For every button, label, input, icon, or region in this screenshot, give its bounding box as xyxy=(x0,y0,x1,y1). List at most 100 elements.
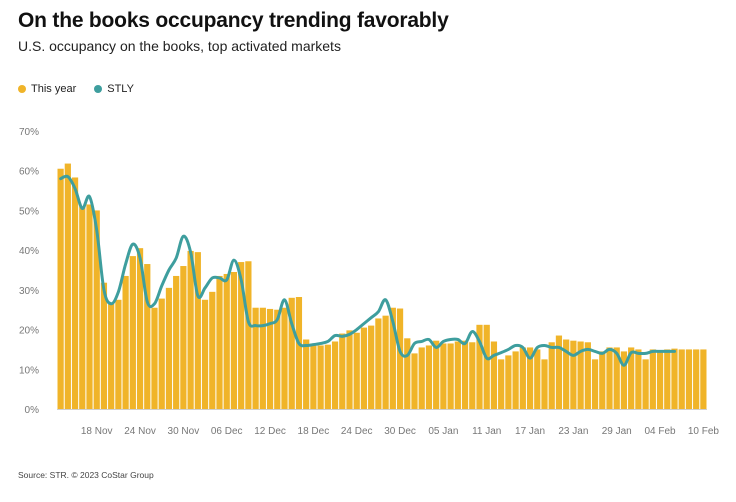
bar-this-year xyxy=(266,308,274,409)
bar-this-year xyxy=(425,345,433,409)
bar-this-year xyxy=(115,299,122,409)
bar-this-year xyxy=(79,206,86,409)
bar-this-year xyxy=(281,307,288,409)
bar-this-year xyxy=(490,341,498,409)
bar-this-year xyxy=(512,351,519,409)
bar-this-year xyxy=(664,349,671,409)
bar-this-year xyxy=(642,359,649,409)
bar-this-year xyxy=(693,349,700,409)
bar-this-year xyxy=(129,256,136,409)
bar-this-year xyxy=(375,318,382,409)
bar-this-year xyxy=(469,342,476,409)
bar-this-year xyxy=(389,307,396,409)
y-tick-label: 70% xyxy=(19,127,39,138)
bar-this-year xyxy=(180,266,187,409)
x-tick-label: 04 Feb xyxy=(644,426,676,437)
y-tick-label: 60% xyxy=(19,167,39,178)
chart-subtitle: U.S. occupancy on the books, top activat… xyxy=(18,38,341,54)
bar-this-year xyxy=(700,349,707,409)
bar-this-year xyxy=(505,355,512,409)
bar-this-year xyxy=(93,210,100,409)
bar-this-year xyxy=(223,273,230,409)
bar-this-year xyxy=(591,359,599,409)
legend-swatch-this-year xyxy=(18,85,26,93)
chart-title: On the books occupancy trending favorabl… xyxy=(18,9,449,32)
bar-this-year xyxy=(201,299,209,409)
bar-this-year xyxy=(671,348,678,409)
bar-this-year xyxy=(404,338,411,409)
bar-this-year xyxy=(317,345,324,409)
bar-this-year xyxy=(433,340,440,409)
bar-this-year xyxy=(151,307,158,409)
bar-this-year xyxy=(259,307,266,409)
bar-this-year xyxy=(541,359,548,409)
x-tick-label: 30 Nov xyxy=(168,426,200,437)
bar-this-year xyxy=(144,264,151,409)
bar-this-year xyxy=(447,343,454,409)
bar-this-year xyxy=(396,308,404,409)
y-tick-label: 10% xyxy=(19,365,39,376)
bar-this-year xyxy=(526,347,534,409)
bar-this-year xyxy=(563,339,570,409)
bar-this-year xyxy=(295,297,303,409)
series-line-stly xyxy=(59,174,676,367)
bar-this-year xyxy=(324,344,331,409)
bar-this-year xyxy=(584,342,591,409)
bar-this-year xyxy=(310,343,317,409)
bar-this-year xyxy=(440,343,447,409)
x-tick-label: 10 Feb xyxy=(688,426,720,437)
bar-this-year xyxy=(483,324,490,409)
x-tick-label: 30 Dec xyxy=(384,426,416,437)
bar-this-year xyxy=(461,340,469,409)
legend-label-this-year: This year xyxy=(31,83,77,95)
bar-this-year xyxy=(685,349,693,409)
bar-this-year xyxy=(454,341,461,409)
legend-label-stly: STLY xyxy=(107,83,134,95)
bar-this-year xyxy=(136,248,144,409)
x-tick-label: 12 Dec xyxy=(254,426,286,437)
bar-this-year xyxy=(570,340,577,409)
bar-this-year xyxy=(353,332,360,409)
source-note: Source: STR. © 2023 CoStar Group xyxy=(18,470,154,480)
x-tick-label: 24 Dec xyxy=(341,426,373,437)
bar-this-year xyxy=(86,204,93,409)
bar-this-year xyxy=(368,325,375,409)
bar-this-year xyxy=(158,298,165,409)
bar-this-year xyxy=(476,324,483,409)
bar-this-year xyxy=(57,168,64,409)
bar-this-year xyxy=(108,303,115,409)
bar-this-year xyxy=(678,349,685,409)
bar-this-year xyxy=(274,309,281,409)
bar-this-year xyxy=(498,359,505,409)
x-tick-label: 05 Jan xyxy=(428,426,458,437)
bar-this-year xyxy=(165,287,173,409)
bar-this-year xyxy=(519,347,526,409)
bar-this-year xyxy=(230,271,238,409)
bar-this-year xyxy=(173,275,180,409)
bar-this-year xyxy=(411,353,418,409)
bar-this-year xyxy=(548,342,555,409)
bar-this-year xyxy=(187,250,194,409)
x-tick-label: 11 Jan xyxy=(472,426,501,437)
bar-this-year xyxy=(64,163,71,409)
bar-this-year xyxy=(577,341,584,409)
legend-item-stly: STLY xyxy=(94,83,134,95)
x-tick-label: 29 Jan xyxy=(602,426,632,437)
bar-this-year xyxy=(620,351,628,409)
y-tick-label: 50% xyxy=(19,206,39,217)
y-tick-label: 0% xyxy=(25,405,40,416)
x-tick-label: 18 Nov xyxy=(81,426,113,437)
bar-this-year xyxy=(100,282,108,409)
x-tick-label: 06 Dec xyxy=(211,426,243,437)
bar-this-year xyxy=(613,347,620,409)
bar-this-year xyxy=(555,335,563,409)
legend-item-this-year: This year xyxy=(18,83,76,95)
bar-this-year xyxy=(288,297,295,409)
bar-this-year xyxy=(252,307,259,409)
bar-this-year xyxy=(534,349,541,409)
bar-this-year xyxy=(599,351,606,409)
bar-this-year xyxy=(209,291,216,409)
y-tick-label: 40% xyxy=(19,246,39,257)
x-tick-label: 17 Jan xyxy=(515,426,545,437)
bar-this-year xyxy=(216,275,223,409)
